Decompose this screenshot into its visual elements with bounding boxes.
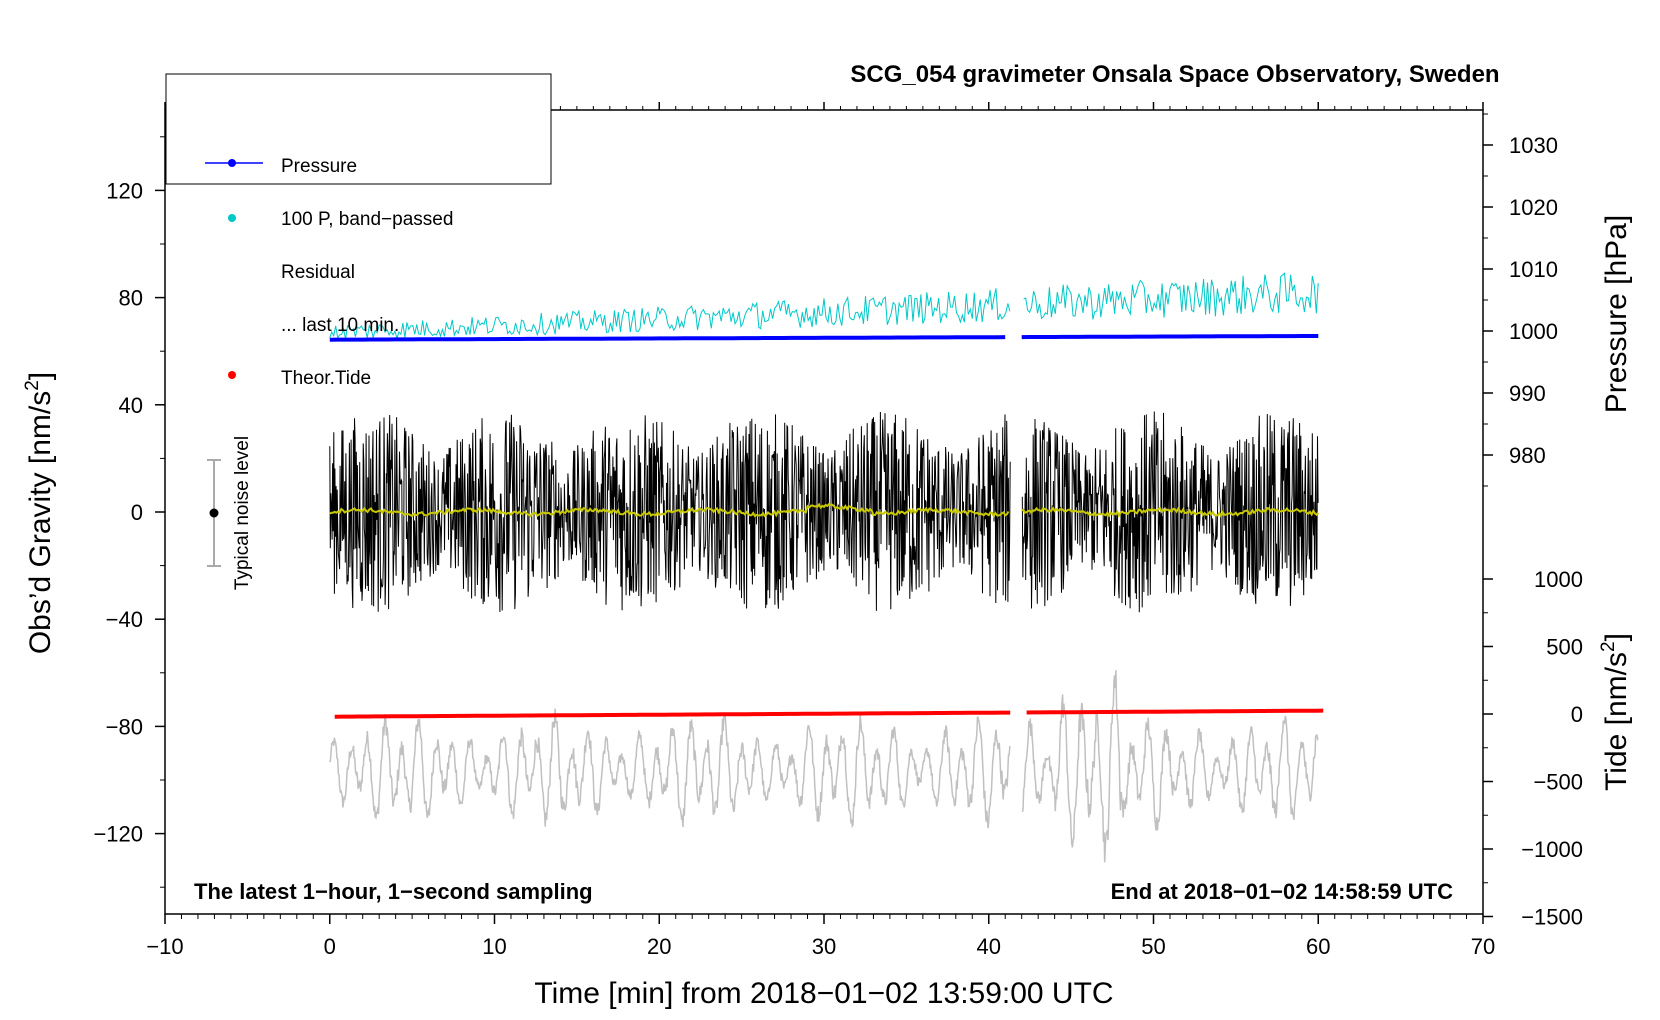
chart-title: SCG_054 gravimeter Onsala Space Observat… bbox=[850, 61, 1499, 88]
x-tick-label: 0 bbox=[324, 934, 336, 959]
y-axis-right-top-title: Pressure [hPa] bbox=[1600, 215, 1633, 413]
tide-tick-label: 0 bbox=[1571, 702, 1583, 727]
tide-tick-label: 1000 bbox=[1534, 567, 1583, 592]
note-right: End at 2018−01−02 14:58:59 UTC bbox=[1111, 879, 1454, 904]
x-tick-label: 50 bbox=[1141, 934, 1165, 959]
y-left-tick-label: 0 bbox=[131, 500, 143, 525]
x-tick-label: 60 bbox=[1306, 934, 1330, 959]
series-last-10-min bbox=[329, 502, 1320, 518]
y-right-bottom-title-sup: 2 bbox=[1598, 641, 1619, 652]
legend-pressure-dot bbox=[228, 159, 236, 167]
x-tick-label: −10 bbox=[146, 934, 183, 959]
legend-bandpass-label: 100 P, band−passed bbox=[281, 209, 453, 230]
series-residual bbox=[329, 411, 1319, 613]
pressure-tick-label: 1020 bbox=[1509, 195, 1558, 220]
y-left-tick-label: −80 bbox=[106, 714, 143, 739]
legend-residual-label: Residual bbox=[281, 262, 355, 283]
y-left-tick-label: −40 bbox=[106, 607, 143, 632]
y-left-tick-label: 80 bbox=[119, 286, 143, 311]
noise-level-marker: Typical noise level bbox=[207, 436, 253, 590]
pressure-tick-label: 1030 bbox=[1509, 133, 1558, 158]
pressure-tick-label: 980 bbox=[1509, 443, 1546, 468]
tide-tick-label: −500 bbox=[1533, 770, 1583, 795]
y-axis-left-title: Obs’d Gravity [nm/s2] bbox=[22, 372, 57, 654]
pressure-tick-label: 990 bbox=[1509, 381, 1546, 406]
x-tick-label: 10 bbox=[482, 934, 506, 959]
noise-label: Typical noise level bbox=[232, 436, 253, 590]
legend-bandpass-dot bbox=[228, 214, 236, 222]
noise-center-dot bbox=[209, 508, 219, 518]
y-axis-right-bottom-title: Tide [nm/s2] bbox=[1598, 633, 1633, 791]
legend: Pressure 100 P, band−passed Residual ...… bbox=[165, 73, 552, 389]
series-observed-gravity bbox=[329, 670, 1319, 863]
y-right-bottom-title-end: ] bbox=[1600, 633, 1633, 641]
pressure-tick-label: 1000 bbox=[1509, 319, 1558, 344]
x-tick-label: 70 bbox=[1471, 934, 1495, 959]
tide-tick-label: −1000 bbox=[1521, 837, 1583, 862]
y-left-title-end: ] bbox=[24, 372, 57, 380]
series-layer bbox=[329, 272, 1324, 863]
ticks-layer: −10 0 10 20 30 40 50 60 7012080400−40−80−1201030… bbox=[93, 102, 1583, 959]
tide-tick-label: −1500 bbox=[1521, 905, 1583, 930]
series-pressure bbox=[329, 334, 1319, 342]
y-left-tick-label: −120 bbox=[93, 822, 143, 847]
legend-pressure-label: Pressure bbox=[281, 156, 357, 177]
series-theoretical-tide bbox=[334, 708, 1324, 719]
y-left-tick-label: 120 bbox=[106, 178, 143, 203]
x-tick-label: 30 bbox=[812, 934, 836, 959]
legend-box bbox=[165, 73, 552, 185]
y-left-tick-label: 40 bbox=[119, 393, 143, 418]
x-axis-title: Time [min] from 2018−01−02 13:59:00 UTC bbox=[534, 977, 1113, 1010]
note-left: The latest 1−hour, 1−second sampling bbox=[194, 879, 593, 904]
tide-tick-label: 500 bbox=[1546, 635, 1583, 660]
legend-tide-dot bbox=[228, 371, 236, 379]
series-bandpassed-pressure bbox=[329, 272, 1319, 341]
y-left-title-sup: 2 bbox=[22, 380, 43, 391]
x-tick-label: 40 bbox=[977, 934, 1001, 959]
y-right-bottom-title-main: Tide [nm/s bbox=[1600, 652, 1633, 791]
legend-last10-label: ... last 10 min. bbox=[281, 315, 399, 336]
x-tick-label: 20 bbox=[647, 934, 671, 959]
legend-tide-label: Theor.Tide bbox=[281, 368, 371, 389]
pressure-tick-label: 1010 bbox=[1509, 257, 1558, 282]
y-left-title-main: Obs’d Gravity [nm/s bbox=[24, 391, 57, 654]
